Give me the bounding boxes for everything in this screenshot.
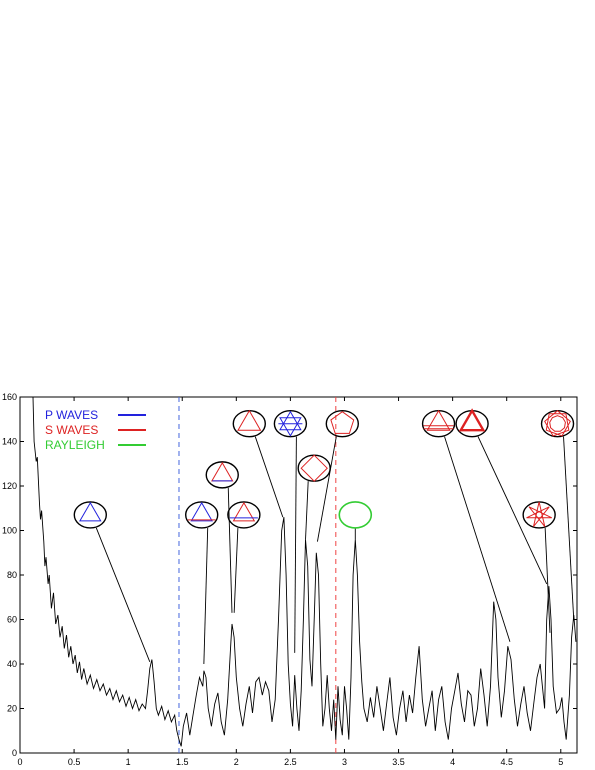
x-tick-label: 5 bbox=[558, 757, 563, 767]
earth-outline bbox=[185, 501, 219, 529]
ray-path bbox=[426, 409, 451, 431]
x-tick-label: 3.5 bbox=[392, 757, 405, 767]
earth-outline bbox=[421, 410, 456, 438]
earth-outline bbox=[338, 501, 373, 529]
triangle-double-diagram bbox=[421, 409, 511, 642]
leader-line bbox=[203, 527, 209, 665]
y-tick-label: 40 bbox=[7, 659, 17, 669]
y-tick-label: 120 bbox=[2, 481, 17, 491]
x-tick-label: 0.5 bbox=[68, 757, 81, 767]
ray-path bbox=[458, 408, 486, 432]
circle-net-diagram bbox=[540, 410, 575, 620]
leader-line bbox=[233, 527, 239, 613]
x-tick-label: 2 bbox=[234, 757, 239, 767]
ray-path bbox=[300, 454, 328, 482]
earth-outline bbox=[325, 410, 360, 438]
x-tick-label: 4 bbox=[450, 757, 455, 767]
leader-line bbox=[477, 436, 548, 585]
y-axis: 0 20 40 60 80 100 120 140 160 bbox=[2, 392, 577, 758]
triangle-rotated-diagram bbox=[185, 501, 219, 665]
ray-path bbox=[549, 415, 566, 432]
y-tick-label: 80 bbox=[7, 570, 17, 580]
annotation-layer bbox=[73, 408, 575, 665]
triangle-large-diagram bbox=[232, 409, 284, 518]
ray-path bbox=[237, 409, 262, 431]
reference-lines bbox=[178, 397, 337, 753]
ray-path bbox=[330, 411, 355, 434]
earth-outline bbox=[227, 501, 261, 529]
x-tick-label: 0 bbox=[17, 757, 22, 767]
y-tick-label: 0 bbox=[12, 748, 17, 758]
earth-outline bbox=[205, 461, 239, 489]
earth-outline bbox=[73, 501, 108, 529]
triangle-high-diagram bbox=[205, 461, 239, 613]
earth-outline bbox=[455, 410, 489, 438]
ray-path bbox=[190, 501, 213, 522]
earth-outline bbox=[232, 410, 266, 438]
leader-line bbox=[316, 436, 337, 542]
leader-line bbox=[227, 487, 233, 613]
ray-path bbox=[79, 501, 102, 522]
pentagon-diagram bbox=[316, 410, 360, 542]
y-tick-label: 60 bbox=[7, 615, 17, 625]
leader-line bbox=[95, 527, 151, 662]
leader-line bbox=[544, 527, 551, 633]
x-tick-label: 4.5 bbox=[500, 757, 513, 767]
ray-path bbox=[279, 410, 302, 431]
ray-path bbox=[544, 410, 571, 437]
legend-label: S WAVES bbox=[45, 423, 98, 437]
leader-line bbox=[305, 481, 309, 540]
x-tick-label: 2.5 bbox=[284, 757, 297, 767]
triangle-bold-diagram bbox=[455, 408, 548, 585]
x-tick-label: 3 bbox=[342, 757, 347, 767]
ray-path bbox=[279, 417, 302, 437]
triangle-diagram bbox=[73, 501, 151, 662]
y-tick-label: 160 bbox=[2, 392, 17, 402]
earth-outline bbox=[273, 410, 308, 438]
ray-path bbox=[211, 461, 234, 482]
star-net-diagram bbox=[522, 501, 556, 633]
y-tick-label: 20 bbox=[7, 704, 17, 714]
x-axis: 0 0.5 1 1.5 2 2.5 3 3.5 4 4.5 5 bbox=[17, 397, 563, 767]
y-tick-label: 140 bbox=[2, 437, 17, 447]
x-tick-label: 1 bbox=[126, 757, 131, 767]
triangle-mixed-diagram bbox=[227, 501, 261, 613]
leader-line bbox=[294, 436, 297, 653]
leader-line bbox=[444, 436, 511, 642]
leader-line bbox=[563, 436, 575, 620]
earth-outline bbox=[297, 454, 331, 482]
series-line-0 bbox=[32, 396, 577, 747]
legend-label: P WAVES bbox=[45, 408, 98, 422]
series-layer bbox=[32, 396, 577, 747]
leader-line bbox=[254, 436, 284, 518]
x-tick-label: 1.5 bbox=[176, 757, 189, 767]
ray-path bbox=[526, 501, 553, 527]
legend-label: RAYLEIGH bbox=[45, 438, 105, 452]
star-diagram bbox=[273, 410, 308, 653]
earth-outline bbox=[522, 501, 556, 529]
ray-path bbox=[232, 501, 256, 522]
circle-diagram bbox=[338, 501, 373, 540]
y-tick-label: 100 bbox=[2, 526, 17, 536]
